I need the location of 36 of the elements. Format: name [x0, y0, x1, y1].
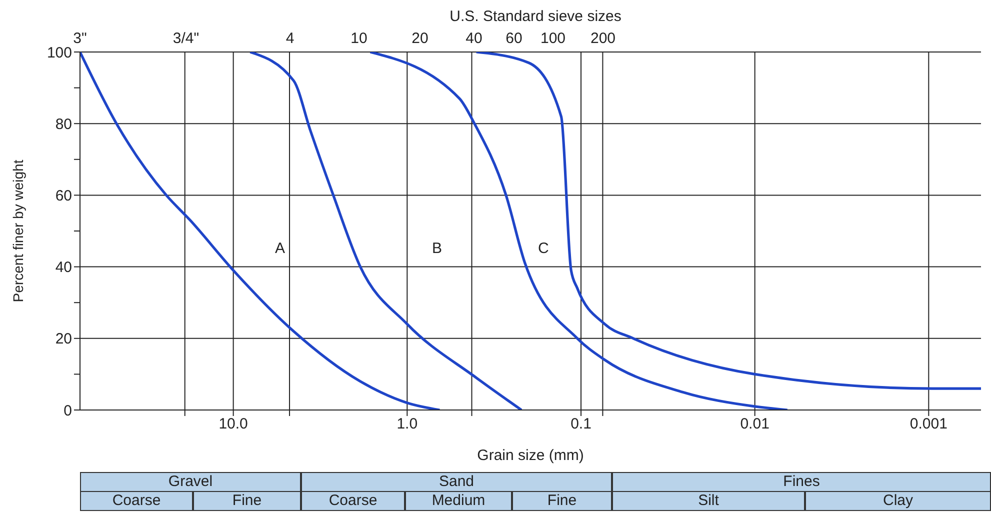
x-tick-label: 1.0 [396, 416, 418, 433]
y-tick-label: 40 [55, 259, 72, 276]
annotation: B [432, 240, 442, 257]
text: 10 [350, 30, 368, 47]
y-tick-label: 100 [46, 44, 72, 62]
text: Coarse [80, 491, 193, 511]
text: Clay [805, 491, 991, 511]
x2-axis-title: U.S. Standard sieve sizes [448, 8, 622, 25]
x-tick-label: 0.01 [740, 416, 770, 433]
text: 200 [589, 30, 617, 47]
text: 3" [73, 30, 87, 47]
x-tick-label: 10.0 [218, 416, 248, 433]
text: Silt [612, 491, 805, 511]
text: 60 [506, 30, 522, 47]
text: Coarse [301, 491, 405, 511]
text: Sand [301, 472, 612, 492]
x-axis-title: Grain size (mm) [477, 447, 584, 464]
text: 3/4" [172, 30, 200, 47]
text: Fines [612, 472, 991, 492]
y-tick-label: 80 [55, 116, 72, 133]
text: 20 [410, 30, 430, 47]
text: 4 [284, 30, 296, 47]
x-tick-label: 0.001 [910, 416, 948, 433]
text: Fine [193, 491, 301, 511]
text: 100 [539, 30, 567, 47]
text: Medium [405, 491, 512, 511]
text: Fine [512, 491, 612, 511]
y-tick-label: 60 [55, 188, 72, 205]
y-axis-title: Percent finer by weight [10, 160, 26, 302]
text: 40 [464, 30, 484, 47]
annotation: A [275, 240, 286, 257]
text: Gravel [80, 472, 301, 492]
annotation: C [538, 240, 549, 257]
x-tick-label: 0.1 [570, 416, 592, 433]
y-tick-label: 20 [55, 330, 72, 348]
y-tick-label: 0 [64, 402, 72, 420]
